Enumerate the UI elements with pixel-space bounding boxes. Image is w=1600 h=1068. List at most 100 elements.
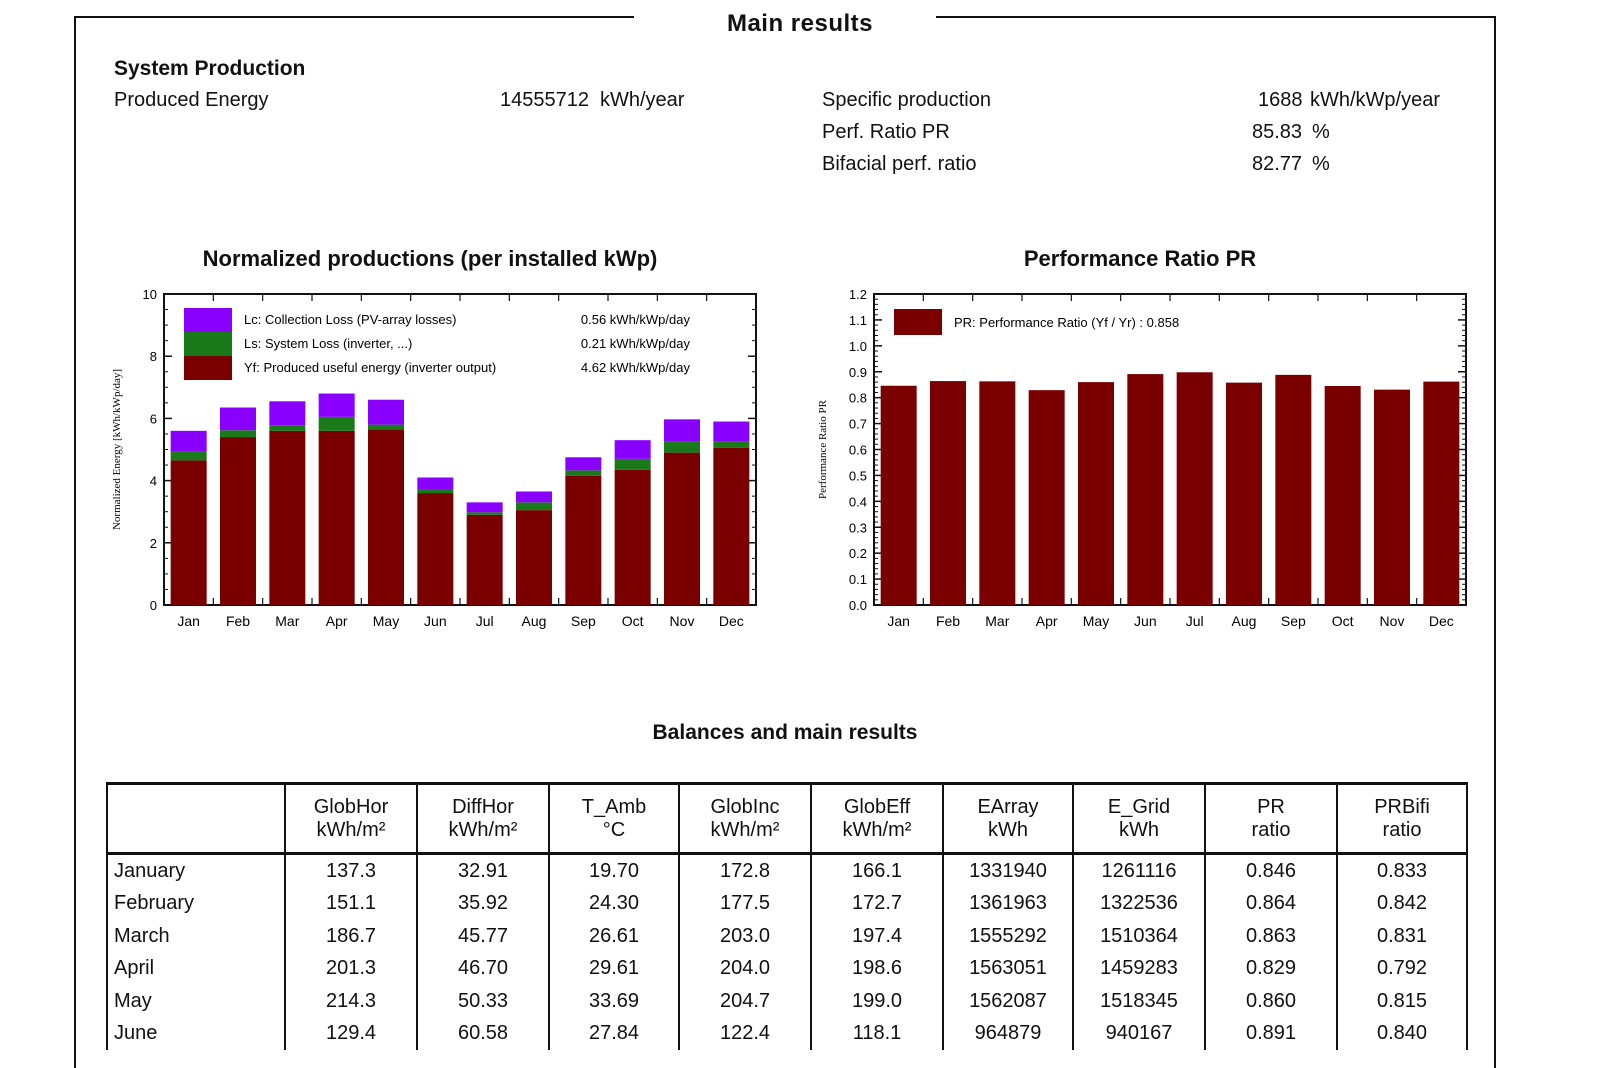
bifacial-ratio-label: Bifacial perf. ratio (822, 153, 977, 175)
column-header: PR (1204, 782, 1338, 819)
value-cell: 940167 (1072, 1017, 1206, 1050)
month-cell: January (106, 853, 286, 888)
legend-label: PR: Performance Ratio (Yf / Yr) : 0.858 (954, 315, 1179, 330)
bar-segment-yf (318, 430, 355, 605)
header-empty (106, 819, 286, 855)
x-tick-label: May (1083, 613, 1109, 629)
column-header: E_Grid (1072, 782, 1206, 819)
y-tick-label: 6 (150, 411, 157, 426)
pr-bar (1275, 374, 1312, 605)
x-tick-label: Jul (476, 613, 494, 629)
value-cell: 29.61 (548, 952, 680, 985)
y-tick-label: 1.1 (849, 313, 867, 328)
value-cell: 46.70 (416, 952, 550, 985)
y-tick-label: 1.2 (849, 287, 867, 302)
bar-segment-lc (269, 401, 306, 426)
y-tick-label: 8 (150, 349, 157, 364)
table-row: April 201.3 46.70 29.61 204.0 198.6 1563051 145… (106, 952, 1468, 985)
legend-swatch (894, 309, 942, 335)
bar-segment-yf (565, 475, 602, 605)
value-cell: 214.3 (284, 985, 418, 1018)
value-cell: 0.842 (1336, 887, 1468, 920)
value-cell: 60.58 (416, 1017, 550, 1050)
x-tick-label: Dec (719, 613, 744, 629)
bar-segment-yf (664, 452, 700, 605)
x-tick-label: Feb (226, 613, 250, 629)
column-unit: kWh/m² (810, 819, 944, 855)
pr-bar (979, 381, 1016, 605)
value-cell: 0.891 (1204, 1017, 1338, 1050)
legend-swatch (184, 356, 232, 380)
x-tick-label: Jun (424, 613, 447, 629)
x-tick-label: Oct (622, 613, 644, 629)
produced-energy-value: 14555712 (500, 89, 589, 111)
table-row: June 129.4 60.58 27.84 122.4 118.1 964879 94016… (106, 1017, 1468, 1050)
legend-label: Lc: Collection Loss (PV-array losses) (244, 312, 456, 327)
column-header: EArray (942, 782, 1074, 819)
bar-segment-ls (516, 502, 552, 511)
value-cell: 197.4 (810, 920, 944, 953)
x-tick-label: Nov (1380, 613, 1405, 629)
column-unit: ratio (1336, 819, 1468, 855)
y-tick-label: 10 (143, 287, 157, 302)
bar-segment-yf (220, 437, 256, 605)
value-cell: 1555292 (942, 920, 1074, 953)
value-cell: 964879 (942, 1017, 1074, 1050)
y-axis-label: Performance Ratio PR (817, 399, 829, 499)
value-cell: 0.864 (1204, 887, 1338, 920)
value-cell: 1562087 (942, 985, 1074, 1018)
pr-bar (1127, 374, 1164, 605)
value-cell: 0.846 (1204, 853, 1338, 888)
y-tick-label: 0.4 (849, 494, 867, 509)
bar-segment-yf (713, 447, 750, 605)
value-cell: 1361963 (942, 887, 1074, 920)
pr-bar (1226, 382, 1262, 605)
header-empty (106, 782, 286, 819)
month-cell: May (106, 985, 286, 1018)
pr-bar (1078, 382, 1114, 605)
bar-segment-ls (565, 470, 602, 476)
y-tick-label: 0.7 (849, 417, 867, 432)
column-unit: ratio (1204, 819, 1338, 855)
y-tick-label: 1.0 (849, 339, 867, 354)
column-header: GlobInc (678, 782, 812, 819)
value-cell: 35.92 (416, 887, 550, 920)
value-cell: 50.33 (416, 985, 550, 1018)
x-tick-label: Jan (177, 613, 200, 629)
y-tick-label: 0.3 (849, 520, 867, 535)
value-cell: 24.30 (548, 887, 680, 920)
column-unit: kWh/m² (416, 819, 550, 855)
value-cell: 203.0 (678, 920, 812, 953)
month-cell: June (106, 1017, 286, 1050)
bar-segment-ls (318, 416, 355, 431)
y-tick-label: 0.5 (849, 468, 867, 483)
value-cell: 172.8 (678, 853, 812, 888)
column-unit: kWh/m² (678, 819, 812, 855)
legend-value: 4.62 kWh/kWp/day (581, 360, 691, 375)
table-row: May 214.3 50.33 33.69 204.7 199.0 1562087 15183… (106, 985, 1468, 1018)
y-tick-label: 0.6 (849, 443, 867, 458)
x-tick-label: Aug (1232, 613, 1257, 629)
bar-segment-yf (417, 493, 454, 605)
perf-ratio-value: 85.83 (1252, 121, 1303, 143)
value-cell: 26.61 (548, 920, 680, 953)
column-unit: °C (548, 819, 680, 855)
column-header: GlobEff (810, 782, 944, 819)
y-tick-label: 2 (150, 536, 157, 551)
table-row: March 186.7 45.77 26.61 203.0 197.4 1555292 151… (106, 920, 1468, 953)
column-header: T_Amb (548, 782, 680, 819)
pr-bar (1028, 390, 1065, 605)
bar-segment-lc (565, 457, 602, 471)
column-unit: kWh (1072, 819, 1206, 855)
value-cell: 186.7 (284, 920, 418, 953)
value-cell: 204.7 (678, 985, 812, 1018)
x-tick-label: Jul (1186, 613, 1204, 629)
y-tick-label: 4 (150, 474, 157, 489)
bar-segment-lc (713, 421, 750, 442)
bar-segment-lc (664, 419, 700, 442)
legend-value: 0.56 kWh/kWp/day (581, 312, 691, 327)
y-tick-label: 0.0 (849, 598, 867, 613)
bar-segment-ls (417, 489, 454, 494)
specific-production-label: Specific production (822, 89, 991, 111)
value-cell: 151.1 (284, 887, 418, 920)
